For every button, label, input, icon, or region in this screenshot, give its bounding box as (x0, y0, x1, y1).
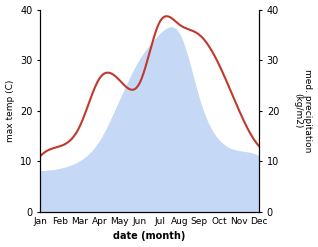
X-axis label: date (month): date (month) (114, 231, 186, 242)
Y-axis label: med. precipitation
(kg/m2): med. precipitation (kg/m2) (293, 69, 313, 152)
Y-axis label: max temp (C): max temp (C) (5, 80, 15, 142)
